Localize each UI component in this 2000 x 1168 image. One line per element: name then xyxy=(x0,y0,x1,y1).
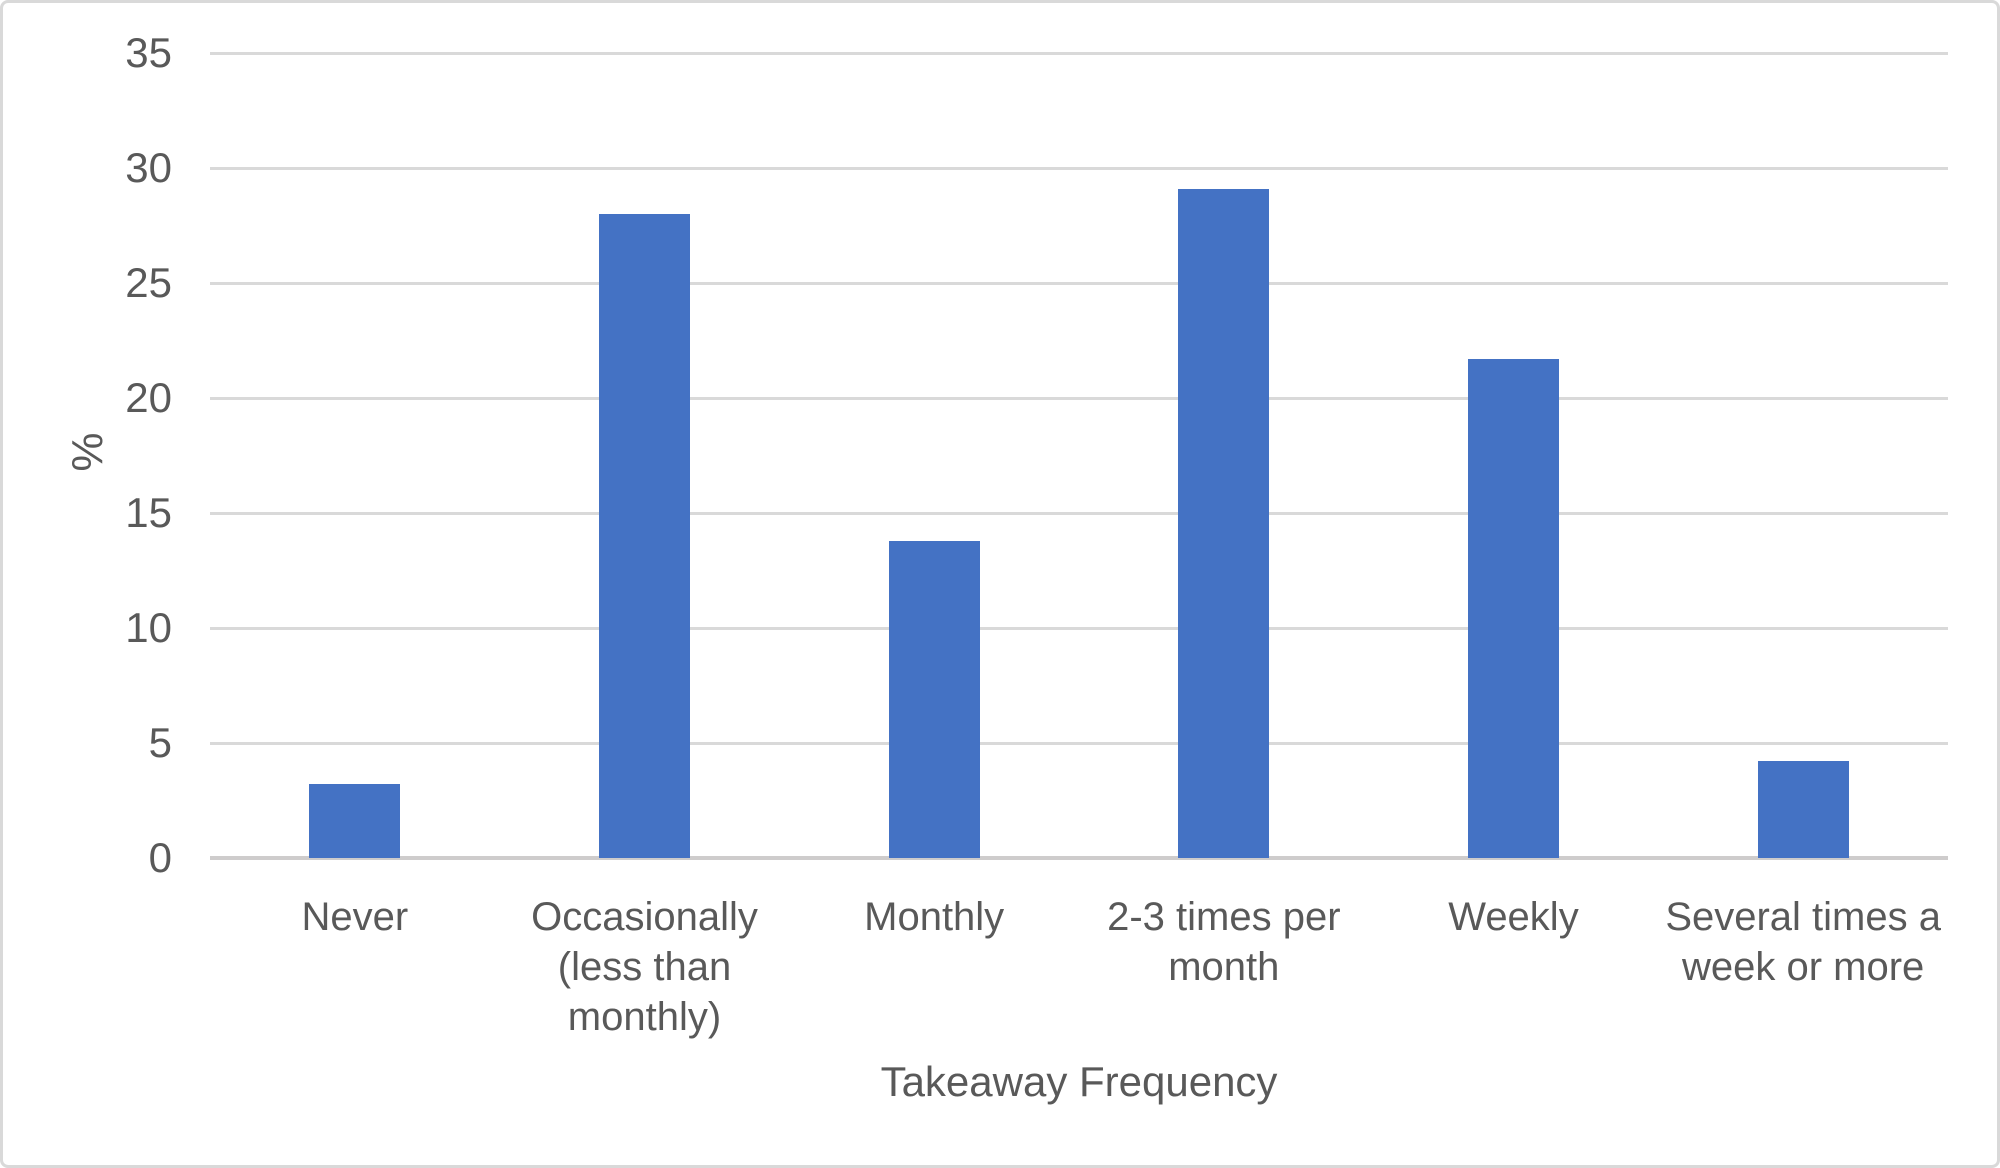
y-tick-label: 15 xyxy=(125,489,172,536)
y-tick-label: 5 xyxy=(148,719,172,766)
bar xyxy=(309,784,401,858)
gridline xyxy=(210,511,1948,515)
x-category-label: Occasionally (less than monthly) xyxy=(531,895,758,1039)
x-category-label: 2-3 times per month xyxy=(1107,895,1341,989)
y-tick-label: 35 xyxy=(125,29,172,76)
gridline xyxy=(210,396,1948,400)
y-axis-title: % xyxy=(63,432,112,472)
y-tick-label: 20 xyxy=(125,374,172,421)
gridline xyxy=(210,281,1948,285)
x-axis-title: Takeaway Frequency xyxy=(880,1058,1278,1105)
bar xyxy=(1468,358,1559,858)
gridline xyxy=(210,51,1948,55)
y-tick-label: 25 xyxy=(125,259,172,306)
x-category-label: Monthly xyxy=(864,895,1005,939)
gridline xyxy=(210,626,1948,630)
y-tick-label: 30 xyxy=(125,144,172,191)
x-category-label: Several times a week or more xyxy=(1665,895,1941,989)
y-tick-label: 10 xyxy=(125,604,172,651)
bar xyxy=(599,214,690,858)
bar xyxy=(1178,188,1270,858)
x-axis-line xyxy=(210,856,1948,860)
gridline xyxy=(210,741,1948,745)
bar xyxy=(888,540,980,858)
bar xyxy=(1757,761,1849,858)
gridline xyxy=(210,166,1948,170)
x-category-label: Never xyxy=(301,895,409,939)
y-tick-label: 0 xyxy=(148,834,172,881)
x-category-label: Weekly xyxy=(1448,895,1579,939)
